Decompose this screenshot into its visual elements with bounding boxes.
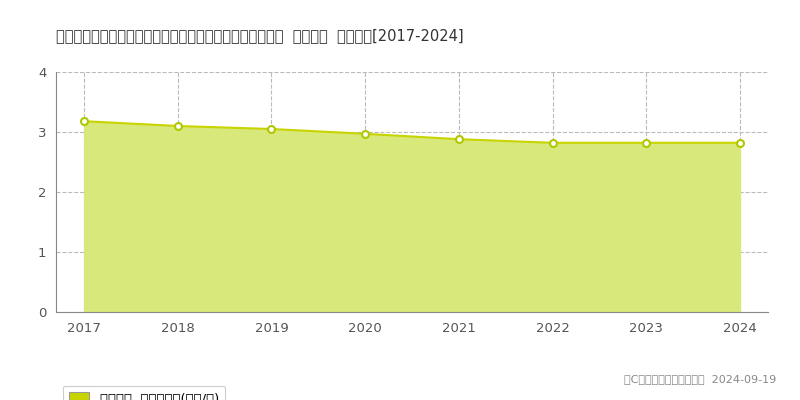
Text: 宮崎県西臼杵郡五ケ瀬町大字三ケ所字赤谷１０７２１番２  基準地価  地価推移[2017-2024]: 宮崎県西臼杵郡五ケ瀬町大字三ケ所字赤谷１０７２１番２ 基準地価 地価推移[201…	[56, 28, 464, 43]
Text: （C）土地価格ドットコム  2024-09-19: （C）土地価格ドットコム 2024-09-19	[624, 374, 776, 384]
Legend: 基準地価  平均坪単価(万円/坪): 基準地価 平均坪単価(万円/坪)	[62, 386, 226, 400]
